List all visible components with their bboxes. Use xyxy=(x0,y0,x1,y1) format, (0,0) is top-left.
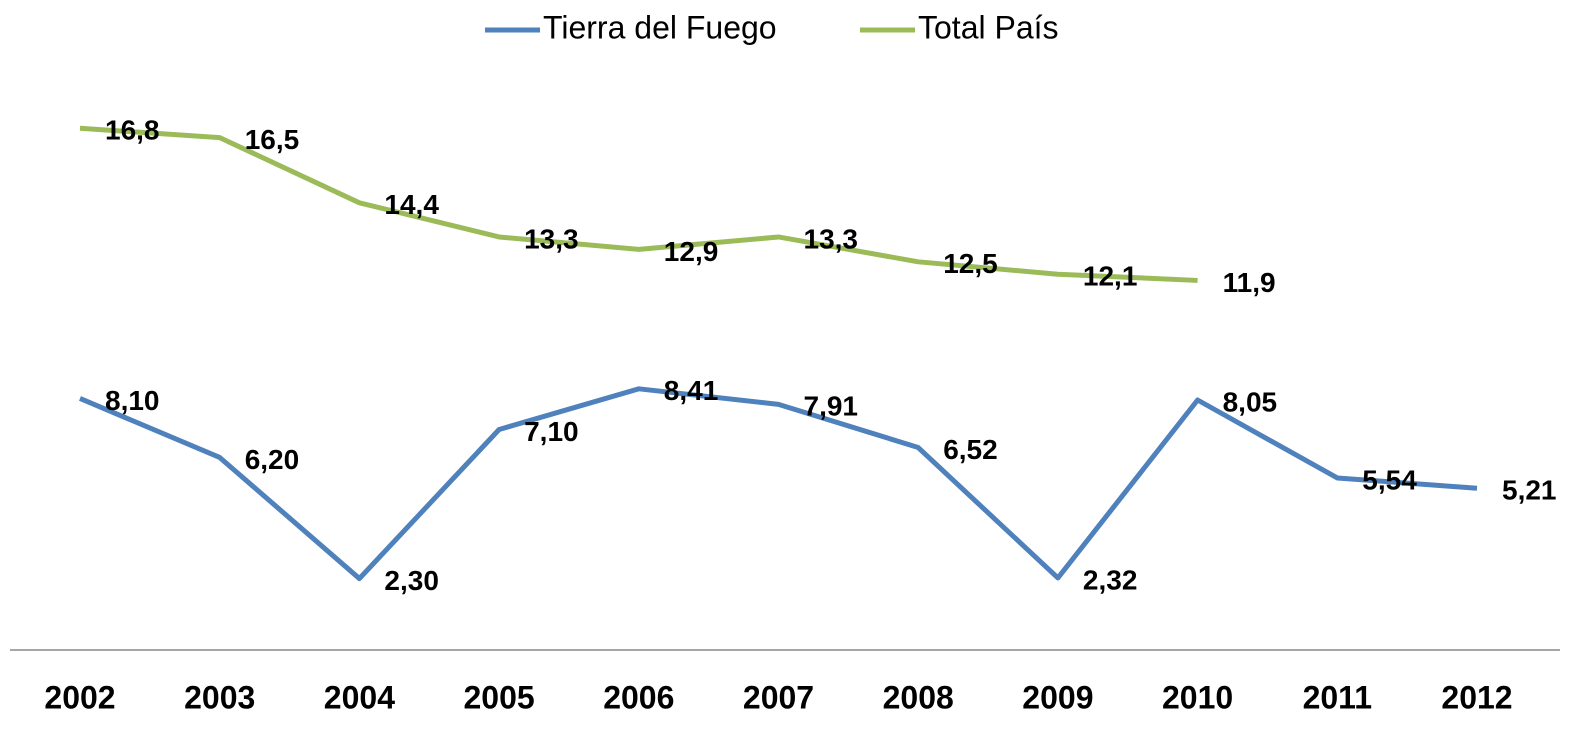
legend-label: Total País xyxy=(918,9,1059,45)
series-line xyxy=(79,125,1198,283)
legend-label: Tierra del Fuego xyxy=(543,9,777,45)
data-label: 8,05 xyxy=(1223,386,1278,417)
x-tick-label: 2002 xyxy=(44,679,115,715)
x-tick-label: 2006 xyxy=(603,679,674,715)
data-label: 12,5 xyxy=(943,248,998,279)
x-tick-label: 2005 xyxy=(464,679,535,715)
x-tick-label: 2009 xyxy=(1022,679,1093,715)
data-label: 16,5 xyxy=(245,124,300,155)
data-label: 5,54 xyxy=(1362,464,1417,495)
data-label: 8,41 xyxy=(664,375,719,406)
data-label: 13,3 xyxy=(524,223,579,254)
x-tick-label: 2004 xyxy=(324,679,395,715)
data-label: 12,9 xyxy=(664,236,719,267)
data-label: 2,32 xyxy=(1083,564,1138,595)
x-tick-label: 2011 xyxy=(1303,679,1372,715)
data-label: 7,10 xyxy=(524,416,579,447)
data-label: 8,10 xyxy=(105,385,160,416)
data-label: 13,3 xyxy=(804,223,859,254)
data-label: 5,21 xyxy=(1502,475,1557,506)
data-label: 16,8 xyxy=(105,115,160,146)
data-label: 6,20 xyxy=(245,444,300,475)
data-label: 6,52 xyxy=(943,434,998,465)
x-tick-label: 2007 xyxy=(743,679,814,715)
data-label: 2,30 xyxy=(384,565,439,596)
series-line xyxy=(79,386,1478,582)
x-tick-label: 2003 xyxy=(184,679,255,715)
data-label: 12,1 xyxy=(1083,261,1138,292)
x-tick-label: 2008 xyxy=(883,679,954,715)
data-label: 11,9 xyxy=(1223,267,1276,298)
data-label: 14,4 xyxy=(384,189,439,220)
x-tick-label: 2010 xyxy=(1162,679,1233,715)
x-tick-label: 2012 xyxy=(1441,679,1512,715)
data-label: 7,91 xyxy=(804,391,859,422)
